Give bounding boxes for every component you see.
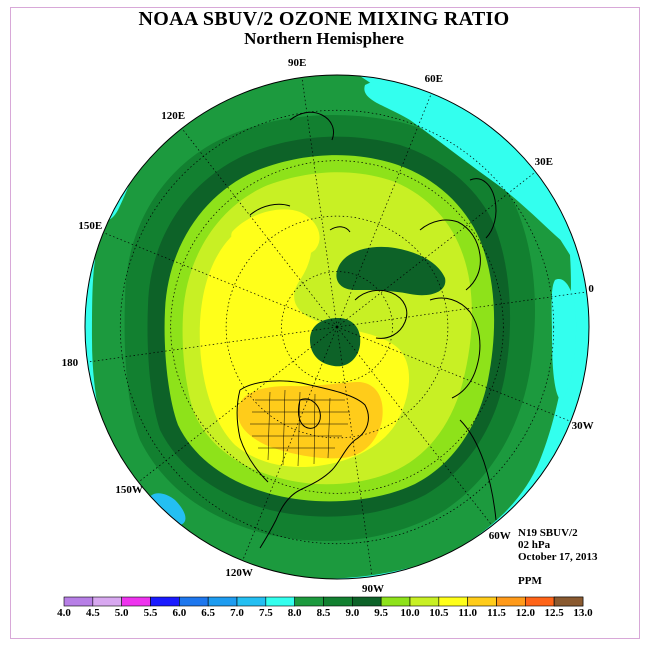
colorbar-tick-label: 5.5	[143, 607, 158, 619]
parallel-circle	[225, 215, 449, 439]
colorbar-swatch	[409, 596, 440, 607]
colorbar-tick-label: 12.5	[544, 607, 564, 619]
info-date: October 17, 2013	[518, 551, 598, 563]
colorbar-tick-label: 4.0	[57, 607, 71, 619]
longitude-label: 60W	[488, 529, 511, 542]
colorbar-swatch	[323, 596, 353, 607]
colorbar-swatch	[467, 596, 497, 607]
colorbar-swatch	[236, 596, 267, 607]
colorbar-swatch	[525, 596, 555, 607]
colorbar-swatch	[207, 596, 238, 607]
colorbar-tick-label: 8.5	[316, 607, 331, 619]
colorbar-tick-label: 9.5	[374, 607, 389, 619]
colorbar-tick-label: 11.5	[487, 607, 506, 619]
longitude-label: 90E	[287, 56, 307, 69]
longitude-label: 30W	[571, 419, 594, 432]
colorbar-swatch	[553, 596, 584, 607]
colorbar-tick-label: 6.0	[172, 607, 187, 619]
contour-east-ring-gap	[551, 279, 577, 400]
contour-lobe-blue	[148, 493, 186, 526]
colorbar-swatch	[63, 596, 94, 607]
state-borders	[250, 389, 350, 467]
colorbar-tick-label: 10.5	[429, 607, 449, 619]
graticule	[87, 77, 587, 577]
longitude-label: 0	[588, 282, 594, 295]
longitude-label: 120E	[161, 110, 186, 123]
colorbar-swatch	[352, 596, 382, 607]
colorbar-tick-label: 4.5	[85, 607, 100, 619]
colorbar-tick-label: 12.0	[515, 607, 535, 619]
map-title: NOAA SBUV/2 OZONE MIXING RATIO	[138, 8, 510, 30]
info-units: PPM	[518, 575, 542, 587]
info-satellite: N19 SBUV/2	[518, 527, 578, 539]
longitude-label: 120W	[225, 566, 253, 579]
colorbar-tick-label: 5.0	[114, 607, 129, 619]
colorbar-swatch	[265, 596, 295, 607]
longitude-label: 150W	[115, 483, 143, 496]
contour-low-scandinavia	[336, 246, 446, 296]
longitude-label: 30E	[534, 156, 553, 169]
info-level: 02 hPa	[518, 539, 551, 551]
figure-frame	[10, 7, 640, 639]
colorbar-swatch	[150, 596, 180, 607]
contour-band-11.0	[237, 382, 383, 459]
contour-low-pole	[310, 318, 361, 367]
colorbar-tick-label: 10.0	[400, 607, 420, 619]
parallel-circle	[170, 160, 504, 494]
ozone-field	[92, 75, 584, 579]
colorbar-tick-label: 9.0	[345, 607, 360, 619]
colorbar-tick-label: 11.0	[458, 607, 477, 619]
parallel-circle	[281, 271, 393, 383]
colorbar-swatch	[294, 596, 324, 607]
colorbar-swatch	[438, 596, 468, 607]
longitude-label: 150E	[78, 220, 103, 233]
contour-lobe-east	[364, 75, 584, 249]
colorbar-tick-label: 7.5	[258, 607, 273, 619]
colorbar-tick-label: 8.0	[287, 607, 302, 619]
map-subtitle: Northern Hemisphere	[244, 29, 404, 48]
colorbar-swatch	[179, 596, 209, 607]
colorbar-swatch	[92, 596, 122, 607]
longitude-label: 180	[61, 357, 79, 370]
colorbar-tick-label: 6.5	[201, 607, 216, 619]
colorbar-swatch	[121, 596, 151, 607]
colorbar-swatch	[380, 596, 411, 607]
colorbar-tick-label: 13.0	[573, 607, 593, 619]
map-disk-outline	[84, 74, 590, 580]
colorbar-swatch	[496, 596, 526, 607]
longitude-label: 60E	[424, 73, 443, 86]
colorbar-tick-label: 7.0	[230, 607, 244, 619]
longitude-label: 90W	[362, 583, 385, 596]
colorbar	[63, 596, 584, 607]
parallel-circle	[119, 109, 555, 545]
